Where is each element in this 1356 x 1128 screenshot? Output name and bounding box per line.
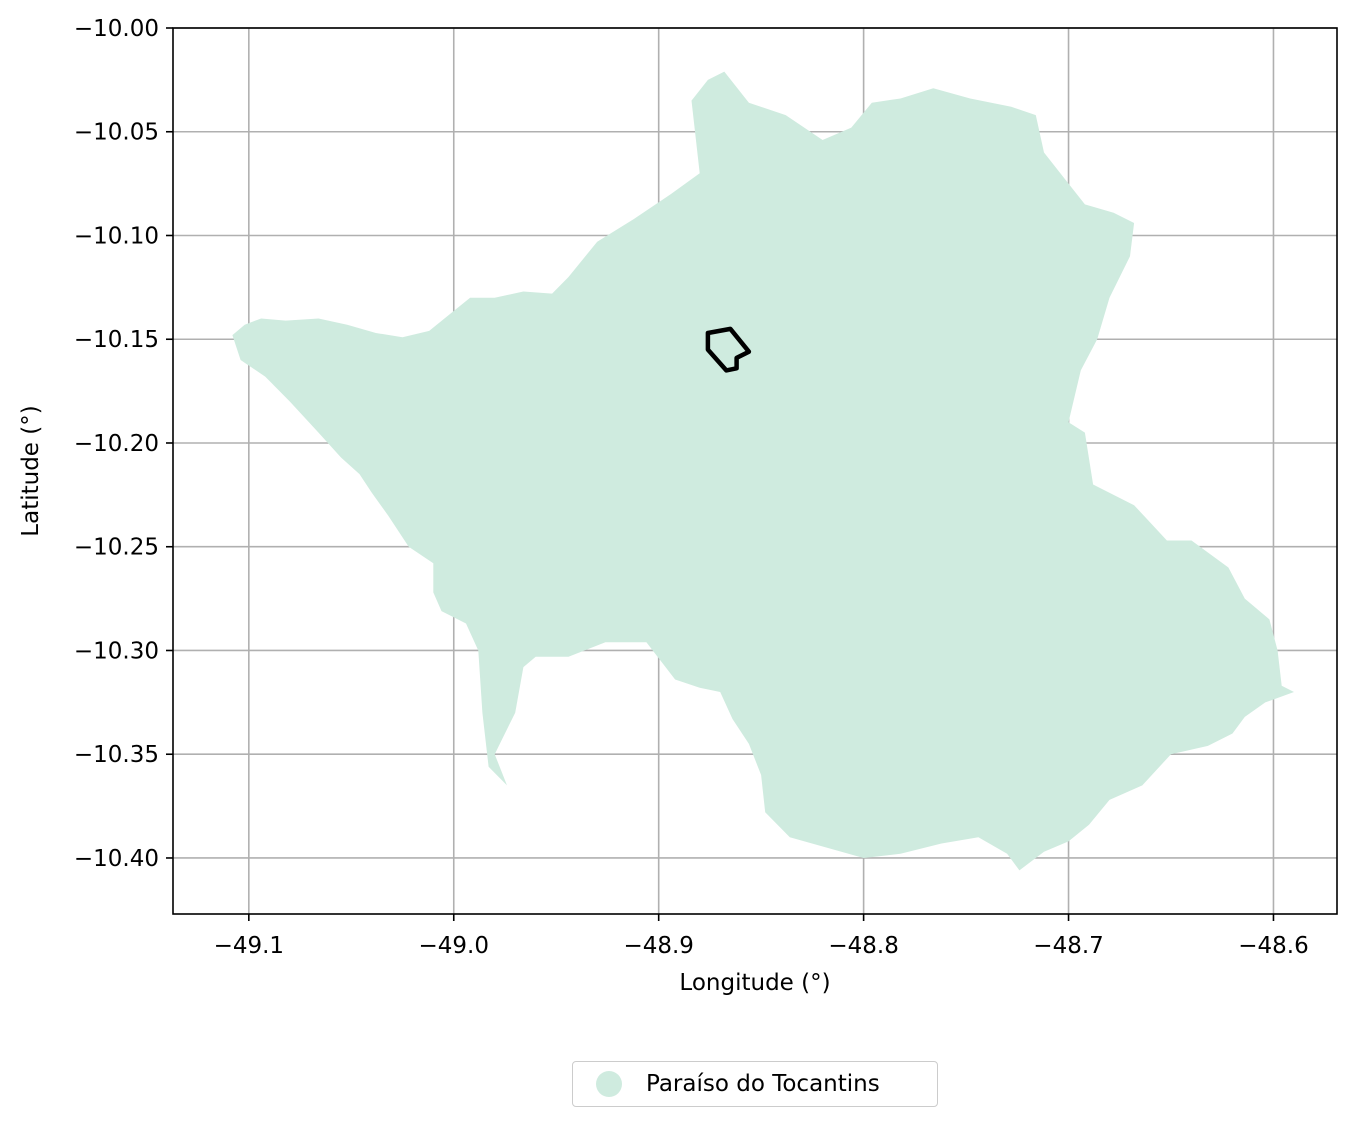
y-axis-label: Latitude (°) — [18, 405, 44, 536]
legend: Paraíso do Tocantins — [572, 1061, 938, 1107]
x-tick-label: −48.9 — [623, 933, 693, 959]
y-tick-label: −10.10 — [74, 223, 159, 249]
x-tick-label: −49.0 — [419, 933, 489, 959]
y-tick-label: −10.40 — [74, 846, 159, 872]
x-tick-label: −48.6 — [1238, 933, 1308, 959]
x-tick-label: −49.1 — [214, 933, 284, 959]
y-tick-label: −10.15 — [74, 327, 159, 353]
legend-marker-circle-icon — [596, 1071, 622, 1097]
x-tick-label: −48.8 — [828, 933, 898, 959]
legend-label: Paraíso do Tocantins — [646, 1071, 880, 1097]
axis-ticks: −49.1 −49.0 −48.9 −48.8 −48.7 −48.6 −10.00 −10.… — [74, 16, 1309, 959]
x-tick-label: −48.7 — [1033, 933, 1103, 959]
y-tick-label: −10.20 — [74, 431, 159, 457]
y-tick-label: −10.30 — [74, 638, 159, 664]
y-tick-label: −10.00 — [74, 16, 159, 42]
y-tick-label: −10.25 — [74, 535, 159, 561]
highlighted-area-outline — [705, 326, 752, 373]
y-tick-label: −10.05 — [74, 120, 159, 146]
x-axis-label: Longitude (°) — [679, 970, 830, 996]
y-tick-label: −10.35 — [74, 742, 159, 768]
axes-frame — [172, 27, 1338, 915]
municipality-polygon-paraiso-do-tocantins — [232, 71, 1294, 871]
map-shapes — [232, 71, 1294, 871]
